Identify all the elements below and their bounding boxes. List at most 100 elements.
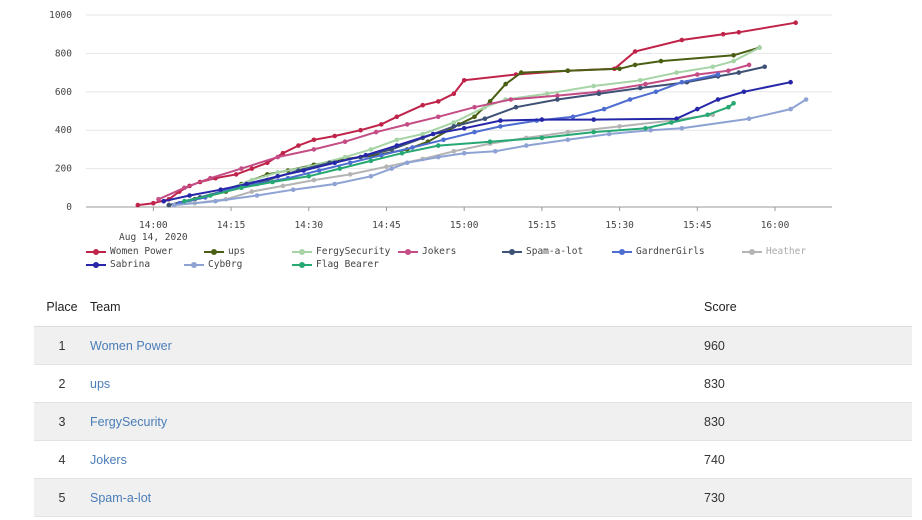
data-point (451, 149, 457, 154)
legend-item[interactable]: GardnerGirls (612, 246, 742, 257)
place-cell: 4 (34, 440, 90, 479)
score-timeline-chart: 0 200 400 600 800 1000 14:00 14:15 14:30 14:45 15:… (49, 10, 832, 243)
team-link[interactable]: FergySecurity (90, 414, 168, 429)
data-point (726, 104, 731, 110)
data-point (451, 91, 457, 96)
data-point (404, 122, 410, 127)
legend-swatch-icon (86, 261, 106, 268)
y-tick-label: 200 (55, 164, 72, 175)
data-point (601, 106, 607, 112)
data-point (679, 79, 685, 85)
chart-legend-row-2: Sabrina Cyb0rg Flag Bearer (86, 259, 392, 270)
data-point (316, 168, 322, 173)
legend-label: Jokers (422, 246, 457, 257)
data-point (596, 91, 602, 96)
data-point (487, 99, 493, 104)
data-point (208, 175, 213, 181)
data-point (296, 143, 301, 148)
data-point (570, 114, 576, 120)
y-tick-label: 800 (55, 48, 72, 59)
data-point (793, 20, 798, 26)
data-point (461, 126, 467, 131)
data-point (498, 118, 503, 123)
data-point (518, 70, 524, 75)
data-point (731, 58, 736, 64)
legend-item[interactable]: Heather (742, 246, 822, 257)
data-point (555, 93, 560, 98)
legend-item[interactable]: Sabrina (86, 259, 184, 270)
legend-label: FergySecurity (316, 246, 391, 257)
x-tick-label: 14:00 (139, 220, 168, 231)
scoreboard-header-row: Place Team Score (34, 288, 912, 327)
data-point (539, 117, 545, 122)
team-link[interactable]: Spam-a-lot (90, 490, 152, 505)
data-point (368, 158, 374, 164)
data-point (720, 31, 726, 37)
team-link[interactable]: Jokers (90, 452, 127, 467)
data-point (332, 133, 338, 139)
data-point (135, 202, 141, 208)
legend-label: Spam-a-lot (526, 246, 584, 257)
data-point (757, 45, 762, 50)
legend-swatch-icon (86, 248, 106, 255)
data-point (482, 116, 488, 121)
team-link[interactable]: Women Power (90, 338, 172, 353)
legend-label: Flag Bearer (316, 259, 379, 270)
data-point (638, 78, 643, 83)
data-point (591, 117, 596, 122)
x-tick-label: 15:15 (528, 220, 557, 231)
data-point (736, 70, 742, 75)
x-tick-label: 14:30 (294, 220, 323, 231)
data-point (451, 124, 457, 129)
legend-item[interactable]: FergySecurity (292, 246, 398, 257)
table-row: 4 Jokers 740 (34, 440, 912, 479)
series-line (137, 21, 796, 207)
team-column-header[interactable]: Team (90, 288, 704, 327)
data-point (788, 79, 793, 85)
data-point (233, 172, 239, 177)
data-point (254, 193, 260, 198)
legend-label: GardnerGirls (636, 246, 705, 257)
data-point (156, 197, 161, 202)
data-point (638, 85, 643, 91)
legend-item[interactable]: ups (204, 246, 292, 257)
data-point (731, 101, 736, 106)
data-point (658, 58, 664, 64)
data-point (736, 30, 742, 35)
legend-label: ups (228, 246, 246, 257)
team-link[interactable]: ups (90, 376, 111, 391)
data-point (311, 137, 317, 143)
data-point (311, 177, 317, 183)
chart-legend-row-1: Women Power ups FergySecurity Jokers Spam-a-… (86, 246, 822, 257)
data-point (301, 168, 306, 173)
data-point (461, 150, 467, 156)
legend-label: Cyb0rg (208, 259, 243, 270)
data-point (679, 126, 685, 131)
score-column-header[interactable]: Score (704, 288, 912, 327)
data-point (358, 127, 363, 133)
score-cell: 830 (704, 364, 912, 403)
legend-item[interactable]: Jokers (398, 246, 502, 257)
data-point (472, 129, 477, 135)
legend-item[interactable]: Women Power (86, 246, 204, 257)
data-point (746, 62, 752, 68)
data-point (342, 154, 348, 160)
data-point (239, 166, 244, 171)
x-tick-label: 15:00 (450, 220, 479, 231)
legend-swatch-icon (292, 248, 312, 255)
data-point (244, 181, 249, 187)
data-point (166, 202, 172, 208)
place-column-header[interactable]: Place (34, 288, 90, 327)
x-date-label: Aug 14, 2020 (119, 232, 188, 243)
data-point (368, 174, 374, 179)
data-point (705, 112, 710, 118)
legend-swatch-icon (292, 261, 312, 268)
data-point (208, 193, 213, 198)
data-point (498, 124, 503, 129)
data-point (565, 137, 571, 143)
legend-item[interactable]: Spam-a-lot (502, 246, 612, 257)
data-point (632, 49, 638, 54)
legend-item[interactable]: Flag Bearer (292, 259, 392, 270)
data-point (182, 185, 187, 191)
legend-item[interactable]: Cyb0rg (184, 259, 292, 270)
